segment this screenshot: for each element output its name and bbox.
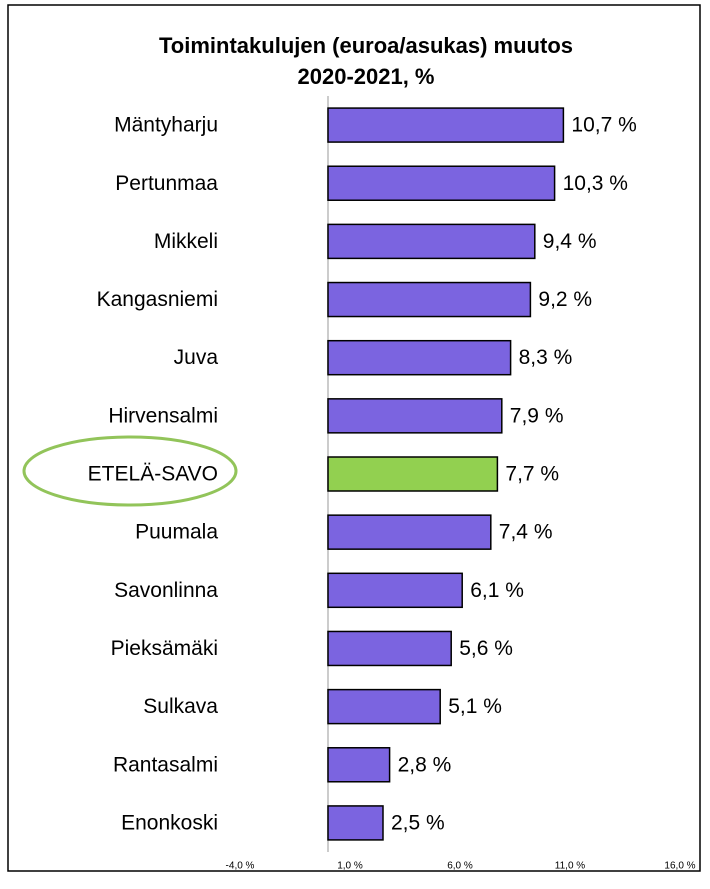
value-label: 8,3 % xyxy=(519,346,573,369)
bar xyxy=(327,805,384,841)
bar xyxy=(327,747,391,783)
bar xyxy=(327,688,441,725)
y-tick-label: Hirvensalmi xyxy=(108,404,218,427)
x-tick-label: 11,0 % xyxy=(555,861,585,872)
value-label: 7,4 % xyxy=(499,521,553,544)
value-label: 2,5 % xyxy=(391,811,445,834)
y-tick-label: Pertunmaa xyxy=(115,172,218,195)
chart-title: 2020-2021, % xyxy=(298,64,435,89)
value-label: 5,1 % xyxy=(448,695,502,718)
bar xyxy=(327,165,556,201)
x-tick-label: 16,0 % xyxy=(664,861,695,872)
y-tick-label: Kangasniemi xyxy=(97,288,218,311)
x-tick-label: 1,0 % xyxy=(337,861,363,872)
bar xyxy=(327,630,452,667)
value-label: 9,4 % xyxy=(543,230,597,253)
y-tick-label: Rantasalmi xyxy=(113,753,218,776)
value-label: 10,7 % xyxy=(571,114,636,137)
frame xyxy=(7,4,701,872)
y-tick-label: Sulkava xyxy=(143,695,218,718)
value-label: 2,8 % xyxy=(398,753,452,776)
bar xyxy=(327,456,499,492)
y-tick-label: Enonkoski xyxy=(121,811,218,834)
y-tick-label: Savonlinna xyxy=(114,579,218,602)
chart-title: Toimintakulujen (euroa/asukas) muutos xyxy=(159,33,573,58)
y-tick-label: Pieksämäki xyxy=(111,637,218,660)
value-label: 7,9 % xyxy=(510,404,564,427)
value-label: 5,6 % xyxy=(459,637,513,660)
bar xyxy=(327,281,532,318)
y-tick-label: Mäntyharju xyxy=(114,114,218,137)
value-label: 9,2 % xyxy=(538,288,592,311)
highlight-ellipse xyxy=(22,435,238,507)
value-label: 6,1 % xyxy=(470,579,524,602)
y-tick-label: Juva xyxy=(174,346,219,369)
bar xyxy=(327,398,503,434)
bar xyxy=(327,107,565,143)
x-tick-label: 6,0 % xyxy=(447,861,473,872)
bar xyxy=(327,572,463,609)
value-label: 7,7 % xyxy=(505,463,559,486)
y-tick-label: Puumala xyxy=(135,521,218,544)
bar xyxy=(327,339,512,376)
y-tick-label: Mikkeli xyxy=(154,230,218,253)
y-tick-label: ETELÄ-SAVO xyxy=(88,463,218,486)
bar xyxy=(327,223,536,260)
value-label: 10,3 % xyxy=(563,172,628,195)
bar xyxy=(327,514,492,550)
x-tick-label: -4,0 % xyxy=(226,861,255,872)
